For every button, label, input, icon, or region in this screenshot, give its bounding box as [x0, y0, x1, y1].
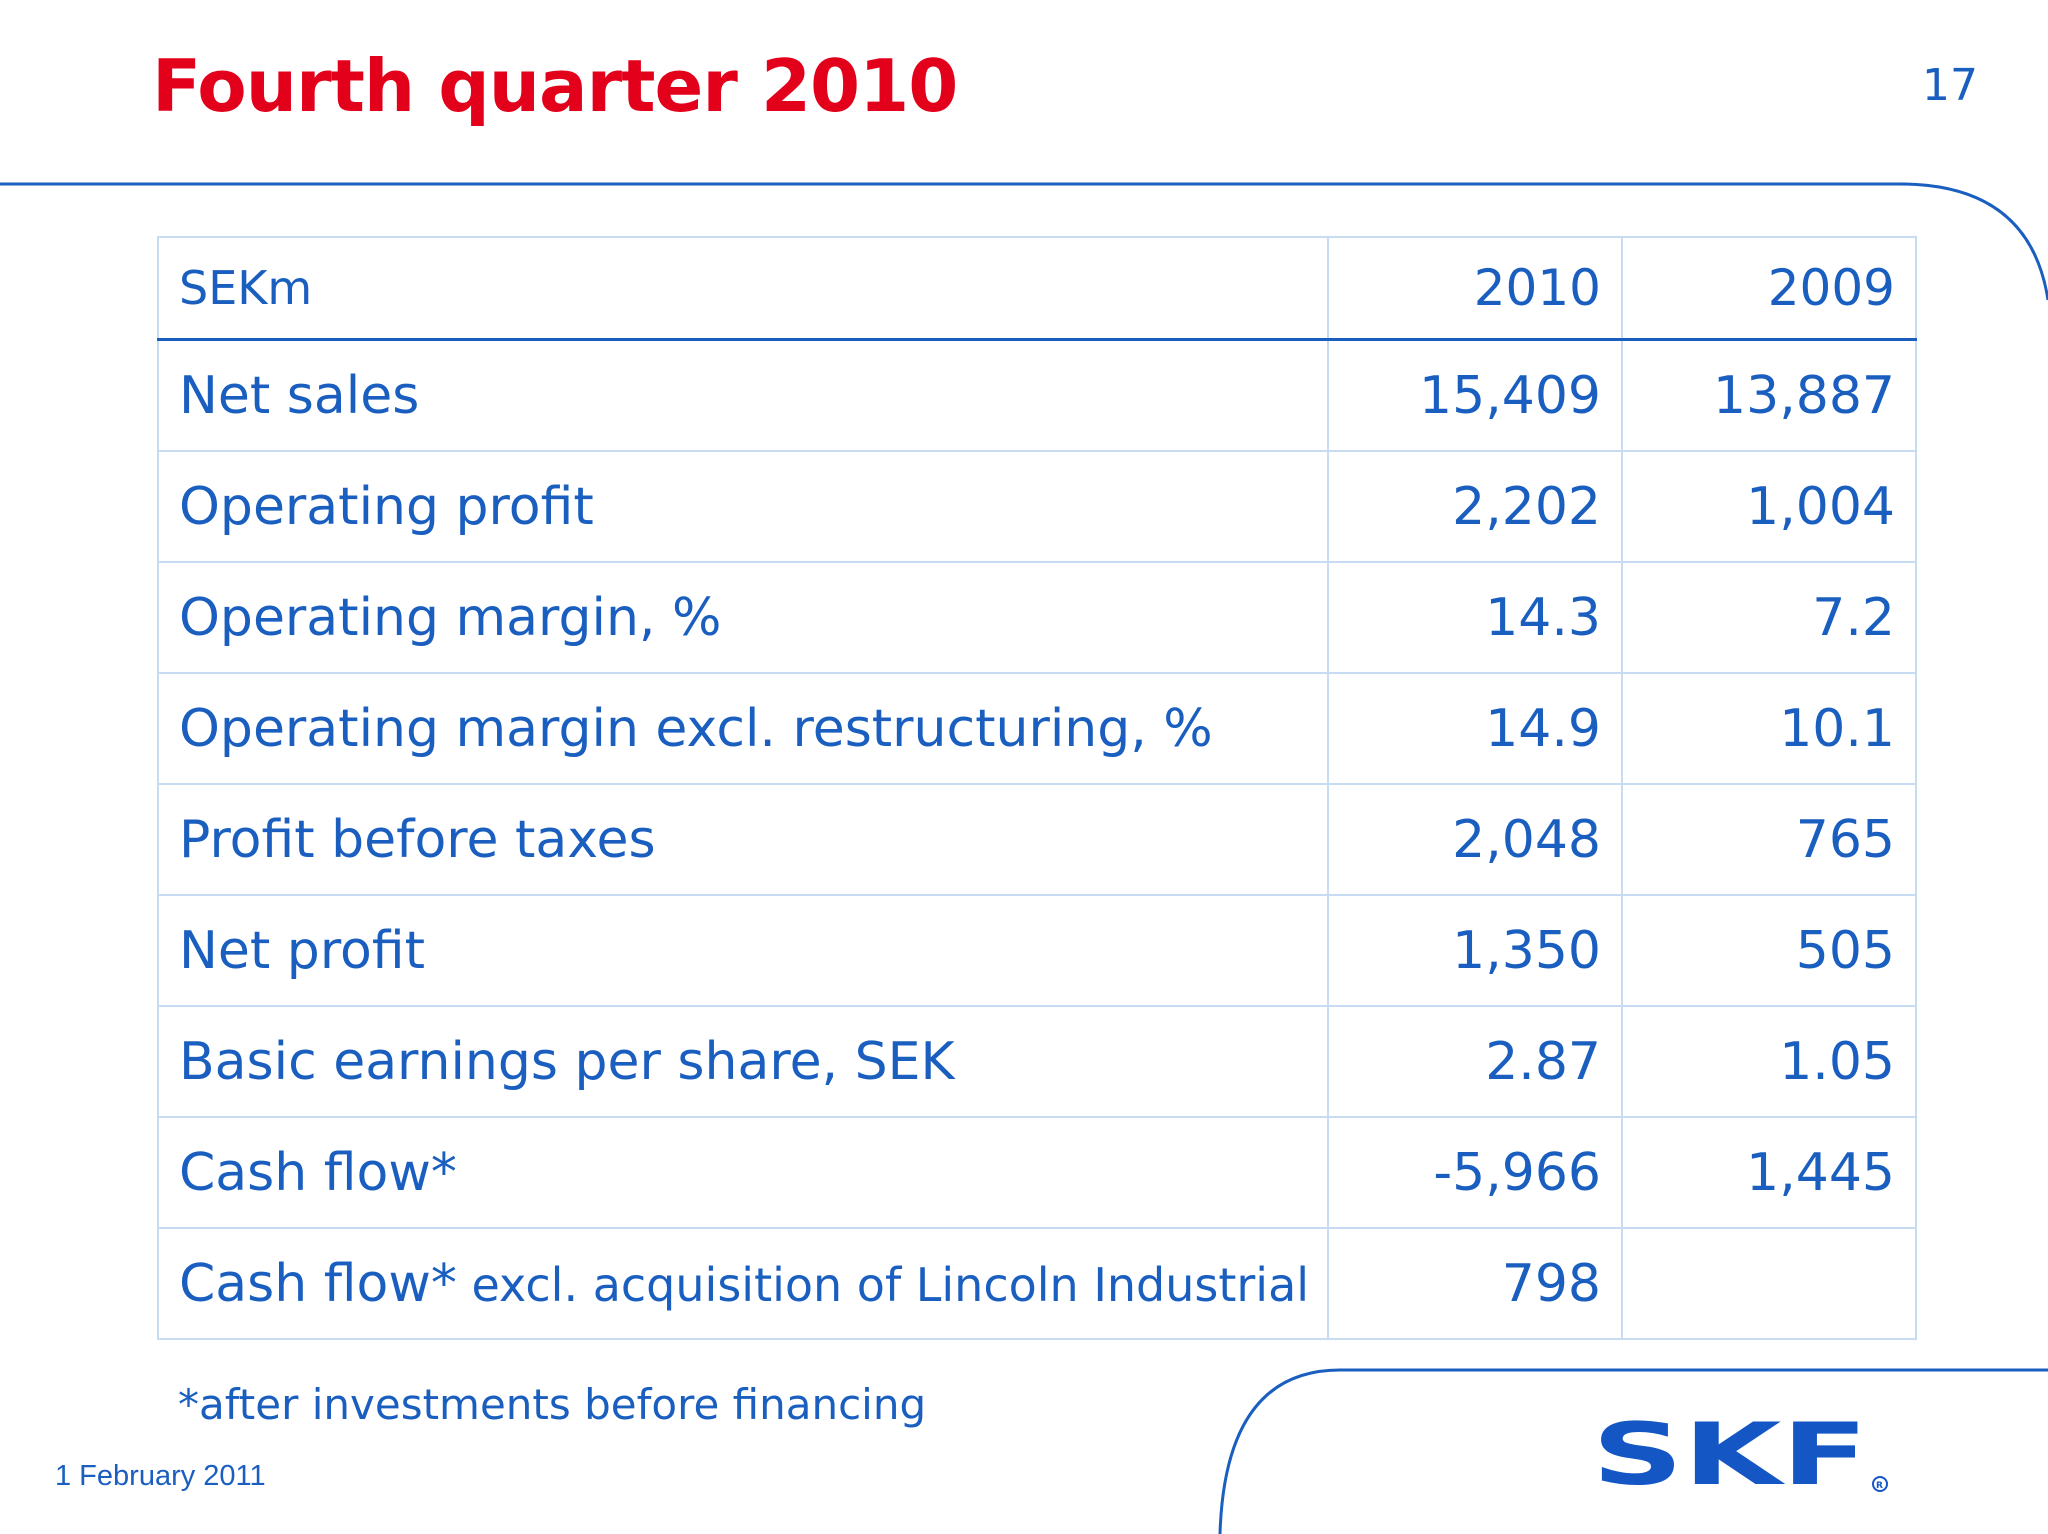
value-2010: 798 — [1327, 1227, 1623, 1340]
value-2009: 1,004 — [1621, 450, 1917, 563]
table-row: Net profit 1,350 505 — [157, 894, 1917, 1007]
value-2009: 13,887 — [1621, 338, 1917, 452]
table-header-row: SEKm 2010 2009 — [157, 236, 1917, 341]
slide-title: Fourth quarter 2010 — [152, 44, 958, 128]
header-unit: SEKm — [157, 236, 1329, 341]
value-2010: -5,966 — [1327, 1116, 1623, 1229]
row-label: Net sales — [157, 338, 1329, 452]
table-row: Cash flow* -5,966 1,445 — [157, 1116, 1917, 1229]
row-label-compound: Cash flow* excl. acquisition of Lincoln … — [157, 1227, 1329, 1340]
value-2010: 14.9 — [1327, 672, 1623, 785]
table-row: Profit before taxes 2,048 765 — [157, 783, 1917, 896]
header-2010: 2010 — [1327, 236, 1623, 341]
value-2010: 14.3 — [1327, 561, 1623, 674]
value-2010: 1,350 — [1327, 894, 1623, 1007]
value-2010: 2,048 — [1327, 783, 1623, 896]
value-2009: 7.2 — [1621, 561, 1917, 674]
footnote: *after investments before financing — [178, 1380, 927, 1429]
row-label: Basic earnings per share, SEK — [157, 1005, 1329, 1118]
value-2010: 15,409 — [1327, 338, 1623, 452]
table-row: Operating profit 2,202 1,004 — [157, 450, 1917, 563]
page-number: 17 — [1922, 60, 1978, 111]
financial-table: SEKm 2010 2009 Net sales 15,409 13,887 O… — [157, 236, 1917, 1340]
value-2009: 1,445 — [1621, 1116, 1917, 1229]
header-2009: 2009 — [1621, 236, 1917, 341]
row-label: Cash flow* — [157, 1116, 1329, 1229]
value-2009: 765 — [1621, 783, 1917, 896]
row-label: Operating margin excl. restructuring, % — [157, 672, 1329, 785]
row-label-suffix: excl. acquisition of Lincoln Industrial — [456, 1257, 1310, 1312]
row-label: Operating profit — [157, 450, 1329, 563]
value-2010: 2,202 — [1327, 450, 1623, 563]
value-2009: 505 — [1621, 894, 1917, 1007]
value-2010: 2.87 — [1327, 1005, 1623, 1118]
slide-date: 1 February 2011 — [55, 1460, 266, 1492]
table-row: Net sales 15,409 13,887 — [157, 338, 1917, 452]
value-2009: 1.05 — [1621, 1005, 1917, 1118]
row-label: Cash flow* — [179, 1253, 457, 1314]
value-2009: 10.1 — [1621, 672, 1917, 785]
value-2009 — [1621, 1227, 1917, 1340]
logo-text: SKF — [1592, 1420, 1868, 1492]
svg-text:R: R — [1876, 1481, 1883, 1491]
table-row: Operating margin excl. restructuring, % … — [157, 672, 1917, 785]
table-row: Cash flow* excl. acquisition of Lincoln … — [157, 1227, 1917, 1340]
row-label: Operating margin, % — [157, 561, 1329, 674]
row-label: Net profit — [157, 894, 1329, 1007]
table-row: Basic earnings per share, SEK 2.87 1.05 — [157, 1005, 1917, 1118]
table-row: Operating margin, % 14.3 7.2 — [157, 561, 1917, 674]
row-label: Profit before taxes — [157, 783, 1329, 896]
skf-logo-icon: SKF R — [1592, 1420, 1888, 1492]
